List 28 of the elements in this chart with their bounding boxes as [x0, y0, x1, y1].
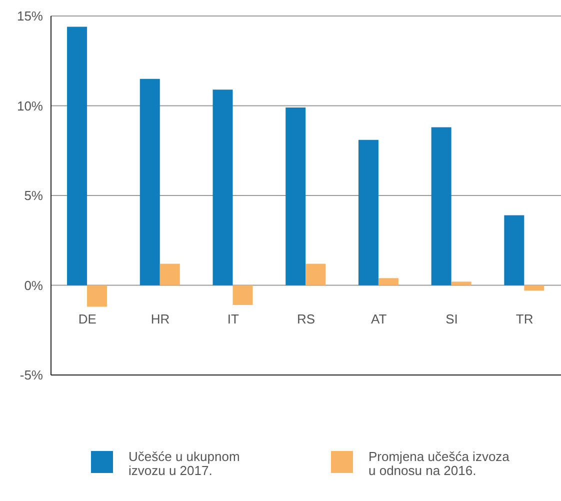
x-tick-label: RS — [296, 311, 316, 326]
legend-label: Promjena učešća izvoza u odnosu na 2016. — [368, 449, 510, 478]
bar — [140, 78, 160, 286]
x-tick-label: SI — [446, 311, 458, 326]
x-tick-label: DE — [78, 311, 97, 326]
x-tick-label: IT — [227, 311, 239, 326]
bar — [286, 108, 306, 286]
bar — [67, 26, 88, 286]
x-tick-label: TR — [516, 311, 534, 326]
x-tick-label: AT — [371, 311, 387, 326]
bar — [306, 264, 326, 286]
bar — [160, 264, 180, 286]
x-tick-label: HR — [150, 311, 170, 326]
y-tick-label: 10% — [16, 98, 44, 114]
bar — [378, 278, 398, 286]
bar — [87, 285, 108, 307]
bar — [212, 90, 233, 286]
bar — [431, 127, 452, 286]
y-tick-label: 15% — [16, 8, 44, 24]
legend-label: Učešće u ukupnom izvozu u 2017. — [128, 449, 241, 478]
bar — [524, 285, 544, 291]
bar — [358, 140, 378, 286]
bar — [504, 215, 524, 286]
y-tick-label: 0% — [24, 278, 44, 293]
y-tick-label: -5% — [20, 368, 44, 383]
y-tick-label: 5% — [24, 188, 44, 204]
bar — [232, 285, 253, 305]
bar — [451, 282, 472, 286]
